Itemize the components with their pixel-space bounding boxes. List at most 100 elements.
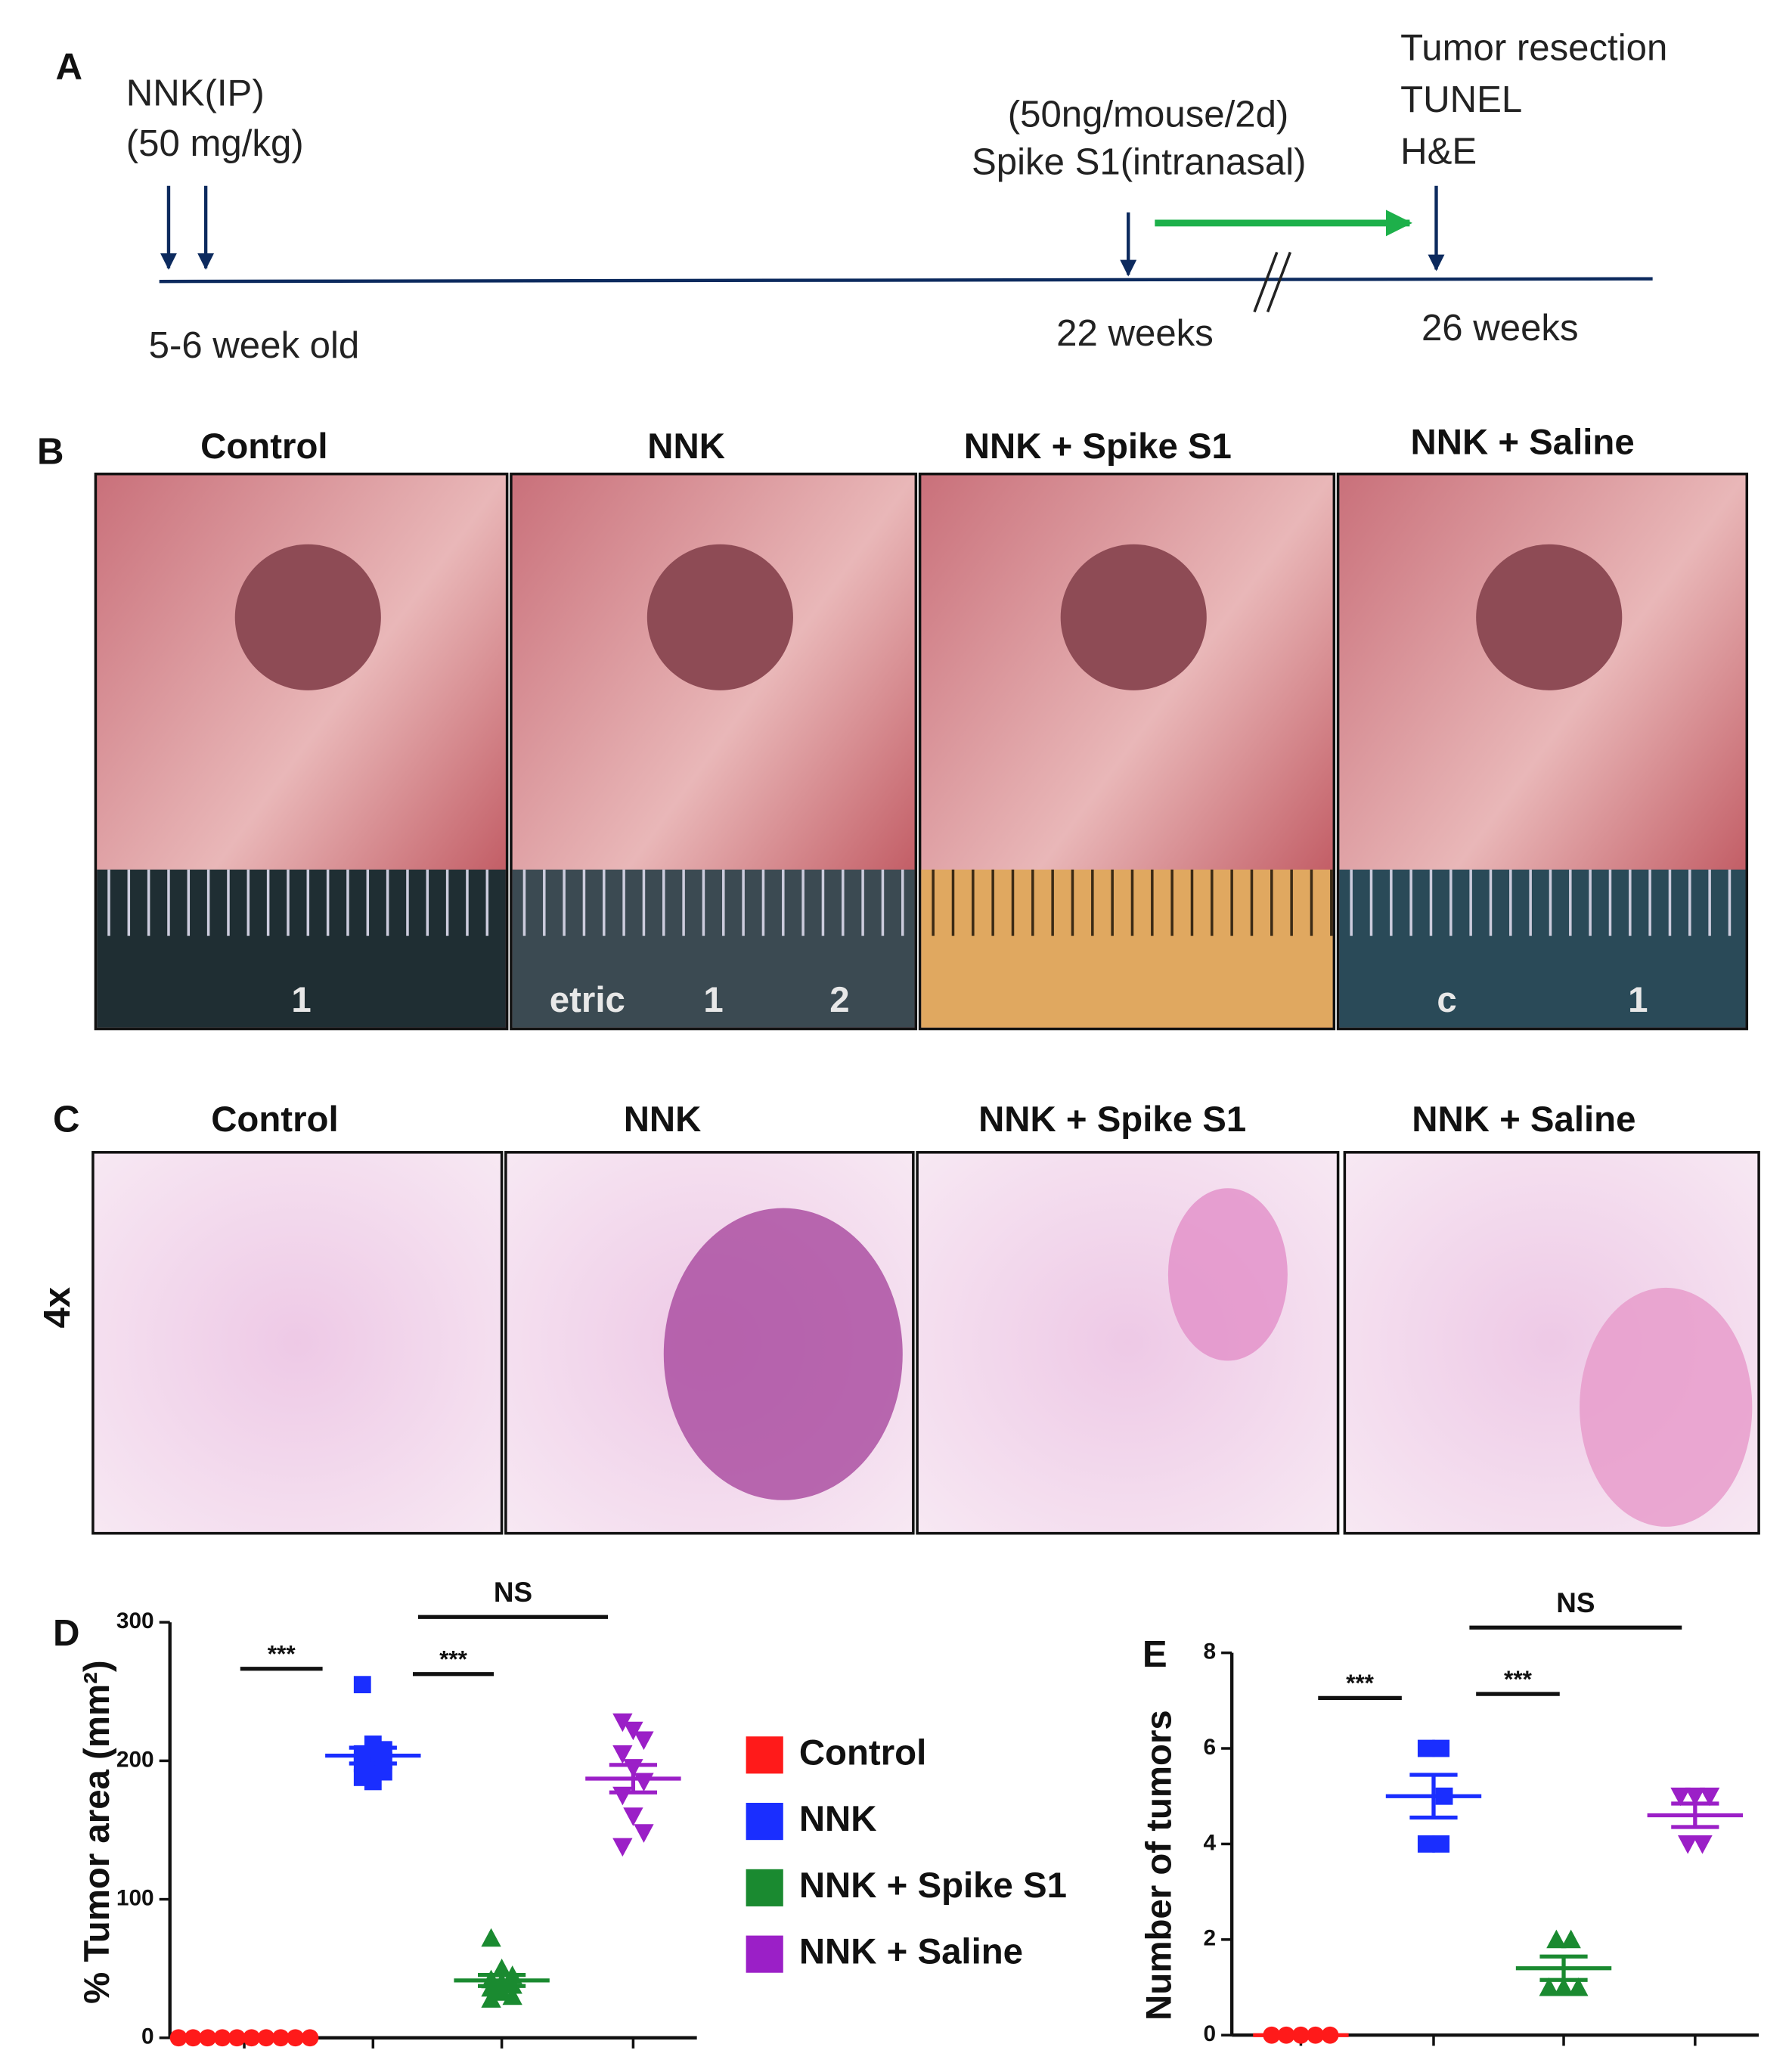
time-label: 5-6 week old bbox=[149, 325, 360, 366]
data-point bbox=[1417, 1739, 1435, 1757]
data-point bbox=[1553, 1977, 1574, 1996]
data-point bbox=[491, 1958, 512, 1977]
magnification: 4x bbox=[37, 1287, 78, 1329]
histology-title: NNK + Spike S1 bbox=[978, 1100, 1246, 1140]
data-point bbox=[1568, 1977, 1589, 1996]
legend-swatch bbox=[746, 1869, 783, 1906]
significance-label: NS bbox=[494, 1577, 532, 1608]
ruler-label: etric bbox=[550, 980, 625, 1020]
endpoint: Tumor resection bbox=[1400, 28, 1667, 69]
data-point bbox=[612, 1838, 633, 1857]
ruler-label: 1 bbox=[1628, 980, 1648, 1020]
photo-title: NNK bbox=[647, 427, 725, 467]
histology-title: Control bbox=[211, 1100, 338, 1140]
histology-title: NNK + Saline bbox=[1412, 1100, 1635, 1140]
ruler bbox=[97, 869, 506, 1028]
data-point bbox=[634, 1731, 654, 1751]
break-mark bbox=[1253, 251, 1279, 313]
data-point bbox=[612, 1745, 633, 1764]
significance-label: *** bbox=[1346, 1669, 1375, 1696]
y-tick-label: 8 bbox=[1203, 1639, 1216, 1664]
heart bbox=[1060, 544, 1207, 690]
data-point bbox=[1561, 1929, 1581, 1949]
data-point bbox=[491, 1982, 512, 2001]
data-point bbox=[1432, 1739, 1450, 1757]
panel-label: D bbox=[53, 1613, 80, 1654]
data-point bbox=[1539, 1977, 1559, 1996]
endpoint: H&E bbox=[1400, 132, 1477, 172]
photo-title: Control bbox=[200, 427, 327, 467]
treatment: Spike S1(intranasal) bbox=[972, 142, 1306, 183]
data-point bbox=[1432, 1835, 1450, 1853]
legend-label: NNK bbox=[799, 1799, 877, 1839]
legend-label: NNK + Spike S1 bbox=[799, 1866, 1067, 1906]
panel-label: A bbox=[56, 46, 83, 87]
significance-label: NS bbox=[1556, 1587, 1595, 1618]
legend-swatch bbox=[746, 1736, 783, 1774]
ruler-label: 1 bbox=[703, 980, 723, 1020]
tumor-region bbox=[1167, 1188, 1288, 1361]
ruler-label: 2 bbox=[829, 980, 849, 1020]
heart bbox=[1476, 544, 1623, 690]
histology-image bbox=[916, 1151, 1340, 1535]
heart bbox=[234, 544, 381, 690]
y-tick-label: 0 bbox=[141, 2024, 154, 2049]
y-tick-label: 100 bbox=[116, 1885, 154, 1910]
photo-title: NNK + Saline bbox=[1411, 423, 1635, 463]
treatment: NNK(IP) bbox=[126, 73, 265, 113]
significance-label: *** bbox=[439, 1646, 468, 1673]
photo-title: NNK + Spike S1 bbox=[964, 427, 1232, 467]
ruler bbox=[1339, 869, 1746, 1028]
treatment: (50ng/mouse/2d) bbox=[1008, 94, 1289, 135]
histology-title: NNK bbox=[624, 1100, 702, 1140]
legend-swatch bbox=[746, 1803, 783, 1841]
data-point bbox=[184, 2029, 202, 2047]
panel-label: E bbox=[1142, 1634, 1167, 1675]
break-mark bbox=[1266, 251, 1292, 313]
panel-label: C bbox=[53, 1099, 80, 1140]
data-point bbox=[1685, 1787, 1705, 1807]
data-point bbox=[623, 1807, 643, 1826]
tumor-region bbox=[663, 1208, 903, 1500]
data-point bbox=[481, 1928, 501, 1947]
ruler bbox=[512, 869, 915, 1028]
data-point bbox=[481, 1989, 501, 2008]
data-point bbox=[634, 1824, 654, 1843]
data-point bbox=[301, 2029, 319, 2047]
data-point bbox=[612, 1713, 633, 1732]
time-label: 26 weeks bbox=[1422, 308, 1579, 349]
legend-label: Control bbox=[799, 1732, 926, 1773]
heart bbox=[646, 544, 793, 690]
data-point bbox=[1670, 1787, 1691, 1807]
tumor-region bbox=[1580, 1287, 1753, 1527]
data-point bbox=[353, 1676, 371, 1694]
y-tick-label: 4 bbox=[1203, 1830, 1216, 1855]
histology-image bbox=[91, 1151, 504, 1535]
significance-label: *** bbox=[268, 1639, 296, 1667]
treatment: (50 mg/kg) bbox=[126, 123, 304, 164]
data-point bbox=[1546, 1929, 1567, 1949]
significance-label: *** bbox=[1504, 1665, 1533, 1692]
y-tick-label: 300 bbox=[116, 1608, 154, 1633]
data-point bbox=[1699, 1787, 1720, 1807]
time-label: 22 weeks bbox=[1056, 313, 1214, 354]
y-axis-label: % Tumor area (mm²) bbox=[77, 1660, 117, 2004]
y-tick-label: 200 bbox=[116, 1747, 154, 1772]
data-point bbox=[364, 1773, 382, 1791]
data-point bbox=[1692, 1835, 1713, 1854]
legend-swatch bbox=[746, 1935, 783, 1973]
ruler bbox=[921, 869, 1333, 1028]
data-point bbox=[1678, 1835, 1698, 1854]
timeline: NNK(IP) (50 mg/kg) 5-6 week old (50ng/mo… bbox=[126, 28, 1668, 366]
data-point bbox=[287, 2029, 305, 2047]
legend-label: NNK + Saline bbox=[799, 1932, 1023, 1972]
data-point bbox=[1417, 1835, 1435, 1853]
y-tick-label: 2 bbox=[1203, 1926, 1216, 1951]
y-tick-label: 6 bbox=[1203, 1735, 1216, 1760]
data-point bbox=[634, 1773, 654, 1792]
panel-label: B bbox=[37, 431, 64, 472]
endpoint: TUNEL bbox=[1400, 79, 1522, 120]
y-axis-label: Number of tumors bbox=[1139, 1710, 1180, 2021]
timeline-axis bbox=[159, 277, 1653, 284]
